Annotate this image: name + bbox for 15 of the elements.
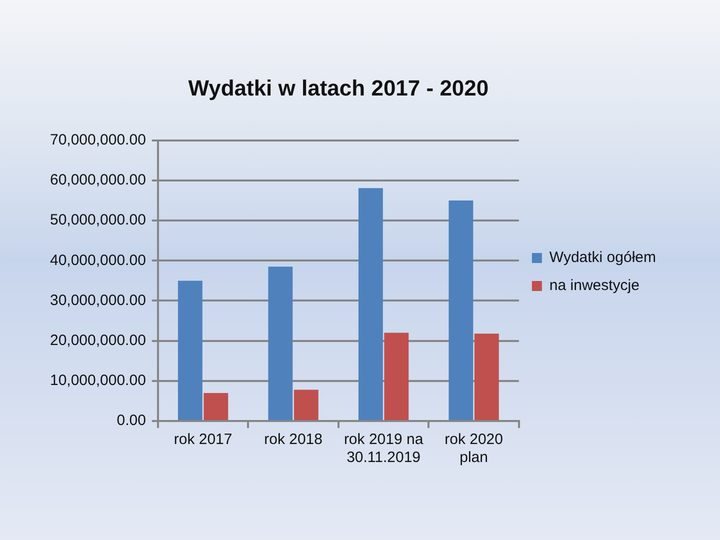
chart-title: Wydatki w latach 2017 - 2020 bbox=[188, 75, 489, 100]
y-tick-label: 70,000,000.00 bbox=[50, 132, 146, 149]
legend-label: Wydatki ogółem bbox=[549, 249, 656, 266]
y-tick-label: 0.00 bbox=[116, 412, 146, 430]
y-tick-label: 20,000,000.00 bbox=[50, 332, 146, 349]
legend-label: na inwestycje bbox=[549, 277, 640, 294]
y-tick-label: 10,000,000.00 bbox=[50, 372, 146, 390]
y-tick-label: 60,000,000.00 bbox=[50, 172, 146, 189]
x-tick-label: rok 2020 plan bbox=[444, 431, 503, 466]
x-tick-label: rok 2017 bbox=[174, 431, 232, 448]
y-tick-label: 50,000,000.00 bbox=[50, 212, 146, 229]
y-tick-label: 40,000,000.00 bbox=[50, 252, 146, 269]
x-tick-label: rok 2018 bbox=[264, 431, 322, 448]
y-tick-label: 30,000,000.00 bbox=[50, 292, 146, 309]
x-tick-label: rok 2019 na 30.11.2019 bbox=[344, 431, 424, 466]
